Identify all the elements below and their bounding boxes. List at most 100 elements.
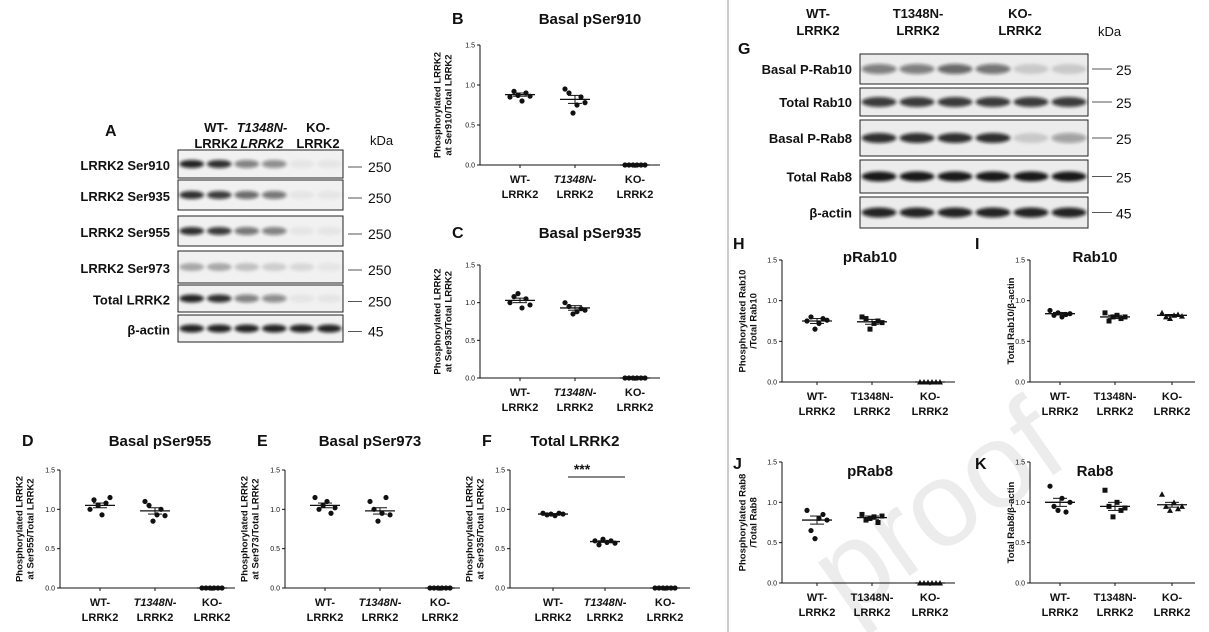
panel-letter: I (975, 236, 979, 253)
band (862, 133, 897, 143)
x-tick-label: LRRK2 (1042, 406, 1079, 418)
panel-letter: F (482, 433, 492, 450)
band (900, 133, 935, 143)
data-point (592, 538, 597, 543)
x-tick-label: KO- (430, 597, 451, 609)
panel-title: Basal pSer935 (539, 225, 642, 242)
significance-label: *** (574, 461, 591, 477)
y-tick-label: 1.5 (1015, 258, 1025, 265)
y-tick-label: 1.0 (465, 83, 475, 90)
x-tick-label: WT- (1050, 391, 1070, 403)
data-point (328, 511, 333, 516)
y-axis-label: Phosphorylated Rab10 (738, 270, 749, 373)
y-tick-label: 1.5 (465, 43, 475, 50)
y-tick-label: 1.5 (767, 460, 777, 467)
band (976, 172, 1011, 182)
band (938, 208, 973, 218)
x-tick-label: KO- (202, 597, 223, 609)
panel-letter: G (738, 41, 750, 58)
x-tick-label: KO- (1162, 592, 1183, 604)
x-tick-label: T1348N- (359, 597, 402, 609)
panel-letter: D (22, 433, 34, 450)
data-point (582, 100, 587, 105)
y-tick-label: 0.0 (465, 376, 475, 383)
panel-letter: H (733, 236, 745, 253)
y-tick-label: 1.0 (270, 507, 280, 514)
x-tick-label: LRRK2 (617, 189, 654, 201)
band (317, 160, 342, 168)
lane-label: LRRK2 (796, 23, 839, 38)
panel-title: Basal pSer955 (109, 433, 212, 450)
y-tick-label: 0.5 (767, 339, 777, 346)
panel-letter: K (975, 456, 987, 473)
band (900, 64, 935, 74)
band (976, 97, 1011, 107)
x-tick-label: LRRK2 (1097, 406, 1134, 418)
row-label: Basal P-Rab8 (769, 131, 852, 146)
x-tick-label: LRRK2 (912, 406, 949, 418)
x-tick-label: WT- (510, 174, 530, 186)
data-point (162, 513, 167, 518)
data-point (383, 495, 388, 500)
x-tick-label: LRRK2 (854, 406, 891, 418)
x-tick-label: LRRK2 (1154, 406, 1191, 418)
data-point (367, 499, 372, 504)
y-axis-label: at Ser910/Total LRRK2 (444, 54, 455, 155)
data-point (812, 327, 817, 332)
x-tick-label: T1348N- (851, 391, 894, 403)
band (179, 227, 204, 235)
y-tick-label: 1.0 (495, 507, 505, 514)
x-tick-label: LRRK2 (137, 612, 174, 624)
y-axis-label: Phosphorylated LRRK2 (240, 476, 251, 582)
y-tick-label: 0.5 (1015, 540, 1025, 547)
band (938, 172, 973, 182)
band (262, 295, 287, 303)
panel-letter: A (105, 123, 117, 140)
data-point (1103, 310, 1108, 315)
data-point (562, 300, 567, 305)
y-tick-label: 0.5 (45, 546, 55, 553)
y-axis-label: /Total Rab10 (749, 293, 760, 349)
band (1014, 97, 1049, 107)
panel-letter: B (452, 11, 464, 28)
band (900, 208, 935, 218)
band (289, 263, 314, 271)
band (179, 295, 204, 303)
band (862, 64, 897, 74)
kda-label: 25 (1116, 170, 1132, 186)
band (179, 325, 204, 333)
panel-title: Rab10 (1072, 249, 1117, 266)
data-point (1055, 508, 1060, 513)
band (179, 191, 204, 199)
band (317, 227, 342, 235)
band (1014, 172, 1049, 182)
y-tick-label: 0.0 (1015, 581, 1025, 588)
data-point (1103, 488, 1108, 493)
x-tick-label: LRRK2 (1042, 607, 1079, 619)
band (1052, 97, 1087, 107)
band (289, 227, 314, 235)
x-tick-label: WT- (510, 387, 530, 399)
data-point (596, 542, 601, 547)
kda-label: 250 (368, 190, 392, 206)
x-tick-label: LRRK2 (587, 612, 624, 624)
panel-title: Rab8 (1077, 463, 1114, 480)
x-tick-label: T1348N- (1094, 391, 1137, 403)
lane-label: LRRK2 (296, 136, 339, 151)
band (317, 295, 342, 303)
band (938, 64, 973, 74)
data-point (1047, 484, 1052, 489)
data-point (99, 512, 104, 517)
data-point (146, 503, 151, 508)
row-label: LRRK2 Ser973 (80, 261, 170, 276)
y-tick-label: 0.5 (1015, 339, 1025, 346)
data-point (515, 291, 520, 296)
row-label: LRRK2 Ser910 (80, 158, 170, 173)
kda-label: 250 (368, 226, 392, 242)
y-tick-label: 1.5 (45, 468, 55, 475)
band (262, 325, 287, 333)
lane-label: WT- (806, 6, 830, 21)
data-point (570, 110, 575, 115)
band (207, 160, 232, 168)
band (862, 172, 897, 182)
